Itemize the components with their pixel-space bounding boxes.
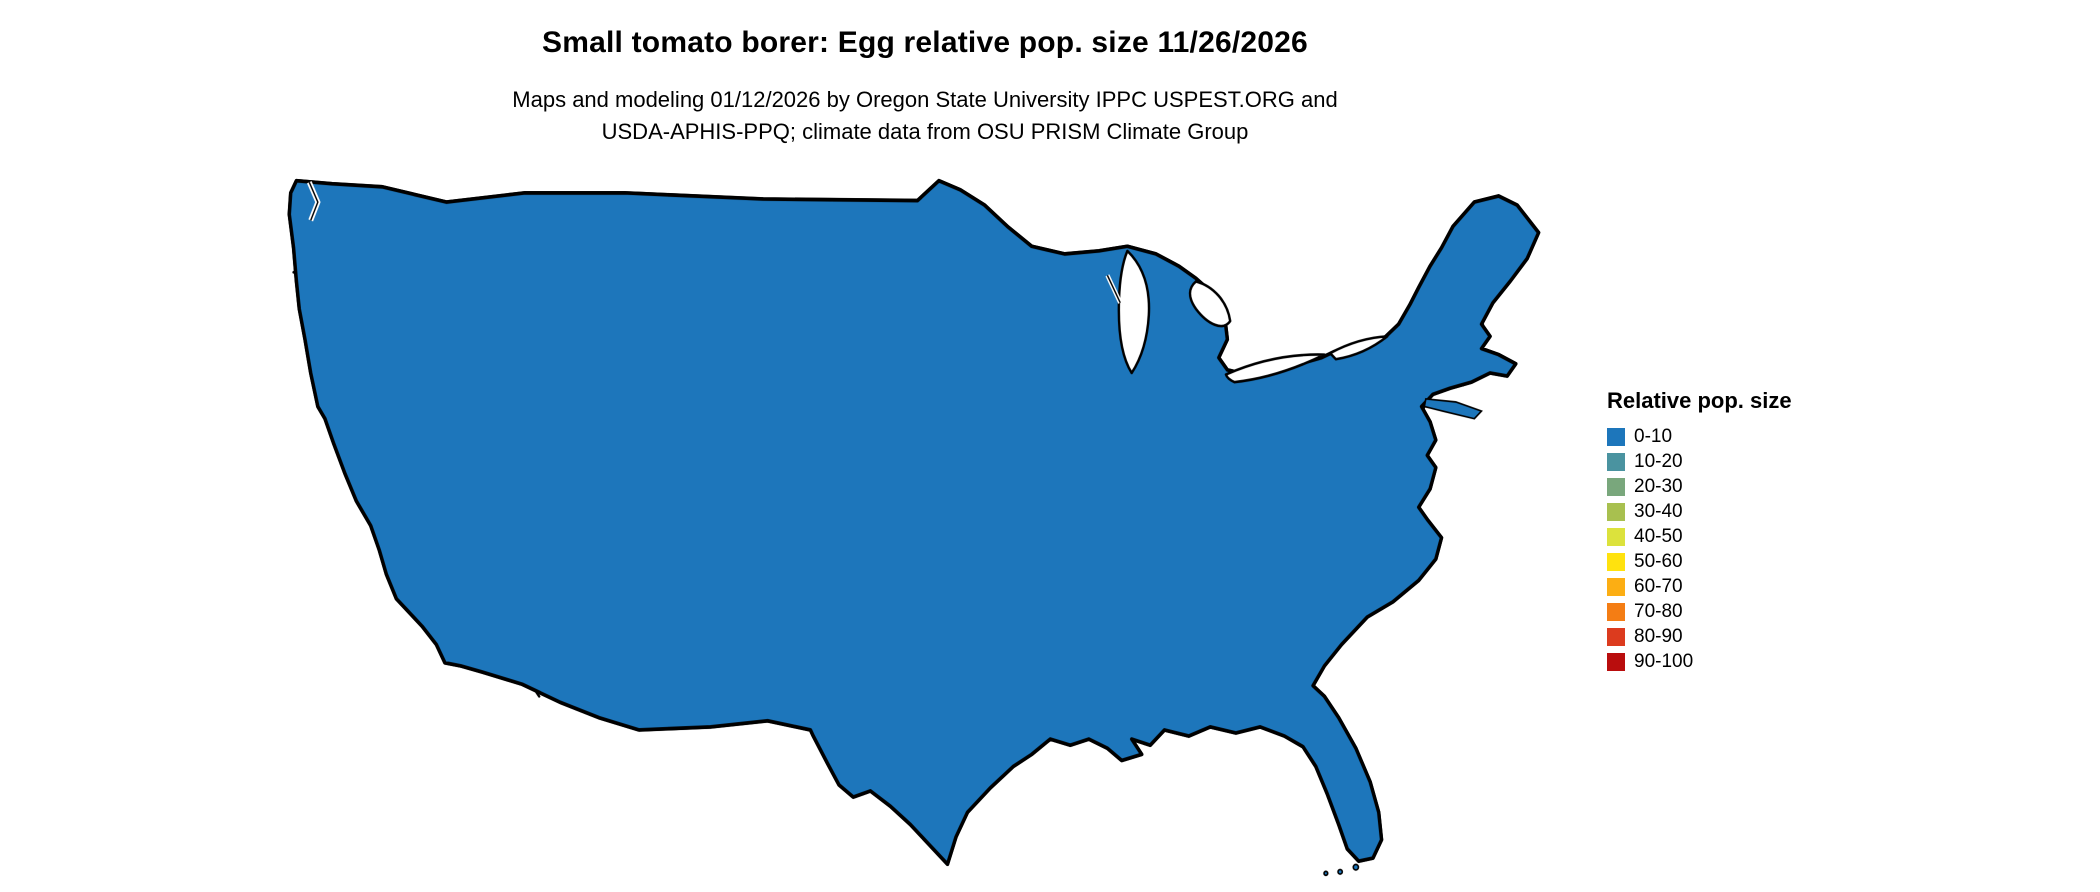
legend-swatch [1607, 502, 1625, 521]
legend-label: 90-100 [1634, 650, 1694, 672]
legend: Relative pop. size 0-10 10-20 20-30 30-40 40… [1607, 388, 1792, 674]
great-lakes [1117, 249, 1389, 384]
lake-ontario [1328, 335, 1389, 361]
florida-keys-island [1323, 870, 1329, 877]
legend-title: Relative pop. size [1607, 388, 1792, 413]
legend-swatch [1607, 577, 1625, 596]
figure-subtitle-line-1: Maps and modeling 01/12/2026 by Oregon S… [512, 87, 1338, 112]
us-map [275, 167, 1560, 884]
legend-label: 10-20 [1634, 450, 1683, 472]
figure-subtitle-line-2: USDA-APHIS-PPQ; climate data from OSU PR… [601, 119, 1249, 144]
figure-subtitle: Maps and modeling 01/12/2026 by Oregon S… [275, 84, 1575, 148]
legend-item: 60-70 [1607, 574, 1792, 599]
legend-swatch [1607, 427, 1625, 446]
puget-sound-line [308, 181, 319, 221]
figure-title: Small tomato borer: Egg relative pop. si… [542, 26, 1308, 59]
lake-huron [1188, 280, 1232, 328]
lake-erie [1224, 353, 1326, 384]
green-bay-line [1106, 274, 1121, 304]
coastal-details [306, 181, 1483, 877]
legend-swatch [1607, 652, 1625, 671]
legend-item: 10-20 [1607, 449, 1792, 474]
legend-label: 60-70 [1634, 575, 1683, 597]
legend-label: 80-90 [1634, 625, 1683, 647]
legend-items: 0-10 10-20 20-30 30-40 40-50 50-60 60-70 70-80 8… [1607, 424, 1792, 674]
legend-swatch [1607, 452, 1625, 471]
long-island [1423, 397, 1483, 420]
us-outline [287, 178, 1541, 866]
legend-swatch [1607, 627, 1625, 646]
florida-keys-island [1337, 868, 1344, 875]
legend-swatch [1607, 527, 1625, 546]
us-map-svg [287, 178, 1541, 877]
legend-swatch [1607, 602, 1625, 621]
legend-label: 70-80 [1634, 600, 1683, 622]
lake-michigan [1117, 249, 1151, 375]
legend-label: 40-50 [1634, 525, 1683, 547]
legend-item: 30-40 [1607, 499, 1792, 524]
legend-item: 40-50 [1607, 524, 1792, 549]
legend-label: 50-60 [1634, 550, 1683, 572]
florida-keys-island [1352, 863, 1360, 871]
legend-label: 20-30 [1634, 475, 1683, 497]
legend-label: 30-40 [1634, 500, 1683, 522]
legend-swatch [1607, 552, 1625, 571]
legend-item: 70-80 [1607, 599, 1792, 624]
legend-swatch [1607, 477, 1625, 496]
legend-item: 80-90 [1607, 624, 1792, 649]
legend-item: 20-30 [1607, 474, 1792, 499]
legend-item: 50-60 [1607, 549, 1792, 574]
legend-label: 0-10 [1634, 425, 1673, 447]
legend-item: 0-10 [1607, 424, 1792, 449]
legend-item: 90-100 [1607, 649, 1792, 674]
